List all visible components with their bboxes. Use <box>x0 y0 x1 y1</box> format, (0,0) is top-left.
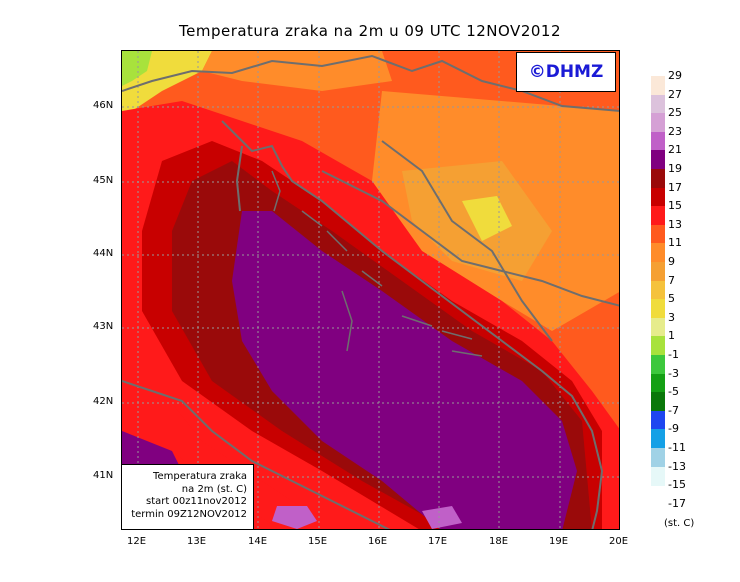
legend-label: 11 <box>668 236 682 250</box>
legend-label: 19 <box>668 162 682 175</box>
legend-swatch <box>651 150 665 170</box>
map-canvas <box>122 51 619 529</box>
info-line-1: Temperatura zraka <box>153 471 247 482</box>
legend-label: 3 <box>668 310 675 324</box>
legend-swatch <box>651 131 665 151</box>
legend-swatch <box>651 373 665 393</box>
legend-label: 27 <box>668 87 682 101</box>
info-line-3: start 00z11nov2012 <box>146 496 247 507</box>
legend-swatch <box>651 280 665 300</box>
legend-swatch <box>651 299 665 319</box>
warm-spot-south-2 <box>422 506 462 529</box>
legend-swatch <box>651 206 665 226</box>
legend-label: 9 <box>668 255 675 268</box>
lat-label: 45N <box>93 175 114 186</box>
legend-label: 13 <box>668 217 682 231</box>
legend-label: -11 <box>668 441 686 454</box>
legend-label: -9 <box>668 422 679 436</box>
lon-label: 18E <box>489 536 509 547</box>
lon-label: 17E <box>428 536 448 547</box>
legend-label: 29 <box>668 69 682 82</box>
legend-swatch <box>651 317 665 337</box>
legend-label: -3 <box>668 366 679 380</box>
lat-label: 42N <box>93 396 114 407</box>
legend-label: 17 <box>668 180 682 194</box>
legend-label: -13 <box>668 459 686 473</box>
lat-label: 44N <box>93 248 114 259</box>
legend-label: 15 <box>668 199 682 213</box>
temperature-map <box>121 50 620 530</box>
italy-coastal-zone <box>122 381 330 529</box>
dhmz-logo: ©DHMZ <box>516 52 616 92</box>
legend-swatch <box>651 169 665 189</box>
legend-label: 1 <box>668 329 675 343</box>
graticule <box>122 51 619 529</box>
legend-label: 25 <box>668 106 682 120</box>
legend-unit: (st. C) <box>664 518 695 529</box>
legend-label: -7 <box>668 403 679 417</box>
lon-label: 16E <box>368 536 388 547</box>
legend-swatch <box>651 392 665 412</box>
map-title: Temperatura zraka na 2m u 09 UTC 12NOV20… <box>178 22 561 40</box>
legend-label: 21 <box>668 143 682 157</box>
legend-swatch <box>651 410 665 430</box>
warm-spot-south <box>272 506 317 529</box>
info-line-4: termin 09Z12NOV2012 <box>131 508 247 520</box>
legend-swatch <box>651 429 665 449</box>
legend-label: -17 <box>668 496 686 510</box>
info-box: Temperatura zraka na 2m (st. C) start 00… <box>121 464 254 530</box>
legend-label: -5 <box>668 385 679 399</box>
legend-swatch <box>651 262 665 282</box>
legend-swatch <box>651 113 665 133</box>
legend-label: 5 <box>668 292 675 306</box>
lon-label: 12E <box>127 536 147 547</box>
legend-swatch <box>651 187 665 207</box>
lon-label: 14E <box>248 536 268 547</box>
legend-swatch <box>651 355 665 375</box>
lon-label: 15E <box>308 536 328 547</box>
lon-label: 19E <box>549 536 569 547</box>
lat-label: 46N <box>93 100 114 111</box>
adriatic-sea <box>232 211 577 529</box>
legend-label: -1 <box>668 348 679 361</box>
info-line-2: na 2m (st. C) <box>181 483 247 495</box>
legend-swatch <box>651 336 665 356</box>
islands <box>271 170 483 357</box>
lon-label: 20E <box>609 536 629 547</box>
alps-green-zone <box>122 51 152 86</box>
legend-swatch <box>651 76 665 96</box>
legend-label: -15 <box>668 478 686 492</box>
lat-label: 43N <box>93 321 114 332</box>
legend-label: 23 <box>668 124 682 138</box>
legend-swatch <box>651 448 665 468</box>
legend-swatch <box>651 94 665 114</box>
lat-label: 41N <box>93 470 114 481</box>
legend-swatch <box>651 466 665 486</box>
lon-label: 13E <box>187 536 207 547</box>
legend-swatch <box>651 224 665 244</box>
legend-swatch <box>651 243 665 263</box>
legend-label: 7 <box>668 273 675 287</box>
